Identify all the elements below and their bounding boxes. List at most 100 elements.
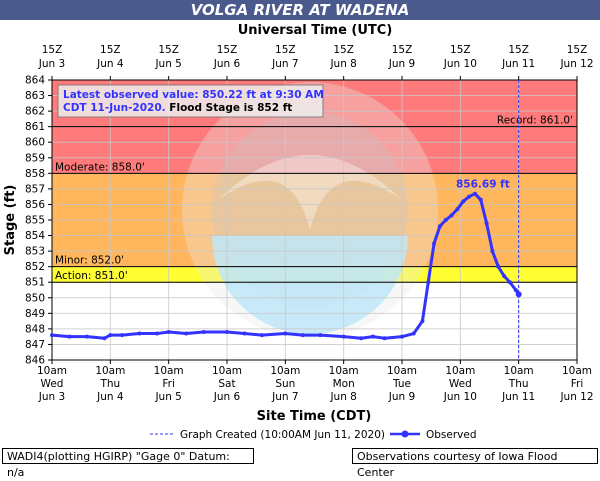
x-tick-label: Wed	[41, 378, 64, 390]
top-x-tick-label: Jun 10	[443, 58, 477, 70]
data-point	[411, 331, 416, 336]
y-tick-label: 863	[25, 90, 45, 102]
data-point	[420, 319, 425, 324]
data-point	[449, 213, 454, 218]
y-tick-label: 848	[25, 323, 45, 335]
data-point	[400, 334, 404, 339]
data-point	[283, 331, 288, 336]
x-tick-label: Jun 8	[329, 391, 356, 403]
x-tick-label: 10am	[154, 365, 184, 377]
footer-credit: Observations courtesy of Iowa Flood Cent…	[352, 448, 598, 479]
x-tick-label: 10am	[445, 365, 475, 377]
top-x-tick-label: 15Z	[333, 44, 354, 56]
data-point	[455, 207, 460, 212]
top-x-tick-label: Jun 11	[501, 58, 535, 70]
data-point	[85, 334, 89, 339]
data-point	[502, 274, 507, 278]
x-tick-label: Jun 5	[154, 391, 181, 403]
legend-created-label: Graph Created (10:00AM Jun 11, 2020)	[180, 429, 385, 441]
data-point	[300, 333, 305, 338]
data-point	[484, 221, 489, 226]
x-tick-label: 10am	[562, 365, 592, 377]
data-point	[478, 197, 483, 202]
y-tick-label: 862	[25, 106, 45, 118]
x-tick-label: Sat	[218, 378, 235, 390]
data-point	[513, 288, 518, 292]
legend-observed-marker	[401, 430, 409, 438]
legend-observed-label: Observed	[426, 429, 477, 441]
data-point	[102, 336, 107, 341]
y-tick-label: 846	[25, 355, 45, 367]
y-tick-label: 861	[25, 121, 45, 133]
peak-label: 856.69 ft	[456, 179, 510, 191]
chart-title: VOLGA RIVER AT WADENA	[0, 0, 600, 20]
y-tick-label: 859	[25, 152, 45, 164]
data-point	[370, 334, 375, 339]
x-tick-label: Jun 7	[271, 391, 298, 403]
legend: Graph Created (10:00AM Jun 11, 2020) Obse…	[150, 429, 477, 441]
x-tick-label: 10am	[329, 365, 359, 377]
data-point	[137, 331, 142, 336]
threshold-lines: Record: 861.0' Moderate: 858.0' Minor: 852…	[52, 115, 577, 283]
data-point	[472, 191, 477, 196]
data-point	[490, 249, 495, 254]
data-point	[467, 194, 472, 199]
threshold-label: Moderate: 858.0'	[55, 161, 145, 173]
data-point	[443, 218, 448, 222]
series-observed: 856.69 ft	[50, 179, 522, 341]
x-tick-label: Tue	[392, 378, 411, 390]
data-point	[432, 241, 437, 246]
top-x-tick-label: Jun 8	[329, 58, 356, 70]
data-point	[184, 331, 189, 336]
x-tick-label: Thu	[99, 378, 120, 390]
top-x-tick-label: Jun 5	[154, 58, 181, 70]
x-tick-label: 10am	[212, 365, 242, 377]
top-x-tick-label: 15Z	[508, 44, 529, 56]
watermark-sea	[212, 236, 408, 334]
x-axis-title: Site Time (CDT)	[257, 409, 372, 424]
top-x-tick-label: Jun 9	[388, 58, 415, 70]
x-tick-label: Jun 9	[388, 391, 415, 403]
data-point	[242, 331, 247, 336]
info-box	[57, 84, 324, 118]
x-tick-label: Fri	[571, 378, 584, 390]
x-tick-label: Thu	[508, 378, 529, 390]
top-x-tick-label: Jun 4	[96, 58, 124, 70]
threshold-label: Record: 861.0'	[497, 115, 573, 127]
data-point	[426, 280, 431, 285]
data-point	[67, 334, 72, 339]
x-tick-label: Jun 6	[213, 391, 241, 403]
data-point	[507, 280, 512, 285]
x-tick-label: 10am	[387, 365, 417, 377]
top-x-tick-label: Jun 3	[38, 58, 65, 70]
threshold-label: Action: 851.0'	[55, 270, 128, 282]
x-tick-label: Jun 10	[443, 391, 477, 403]
y-tick-label: 847	[25, 339, 45, 351]
x-tick-label: Mon	[333, 378, 355, 390]
top-x-tick-label: 15Z	[42, 44, 63, 56]
y-tick-label: 857	[25, 183, 45, 195]
y-tick-label: 860	[25, 137, 45, 149]
y-tick-label: 858	[25, 168, 45, 180]
data-point	[155, 331, 159, 336]
data-point	[496, 264, 501, 269]
top-x-tick-label: Jun 12	[559, 58, 593, 70]
hydrograph-chart: Record: 861.0' Moderate: 858.0' Minor: 852…	[3, 23, 594, 441]
data-point	[359, 336, 364, 341]
y-tick-label: 851	[25, 277, 45, 289]
y-tick-label: 852	[25, 261, 45, 273]
data-point	[225, 330, 229, 334]
data-point	[260, 333, 264, 338]
data-point	[120, 333, 124, 338]
x-tick-label: Jun 3	[38, 391, 65, 403]
footer-datum: WADI4(plotting HGIRP) "Gage 0" Datum: n/…	[2, 448, 254, 479]
data-point	[437, 224, 442, 229]
y-tick-label: 854	[25, 230, 45, 242]
flood-stage-text: Flood Stage is 852 ft	[166, 102, 293, 114]
info-line-1: Latest observed value: 850.22 ft at 9:30…	[63, 89, 324, 101]
top-x-tick-label: Jun 7	[271, 58, 298, 70]
axis-labels: Latest observed value: 850.22 ft at 9:30…	[3, 23, 392, 424]
data-point	[318, 333, 323, 338]
y-tick-label: 849	[25, 308, 45, 320]
x-tick-label: Jun 4	[96, 391, 124, 403]
